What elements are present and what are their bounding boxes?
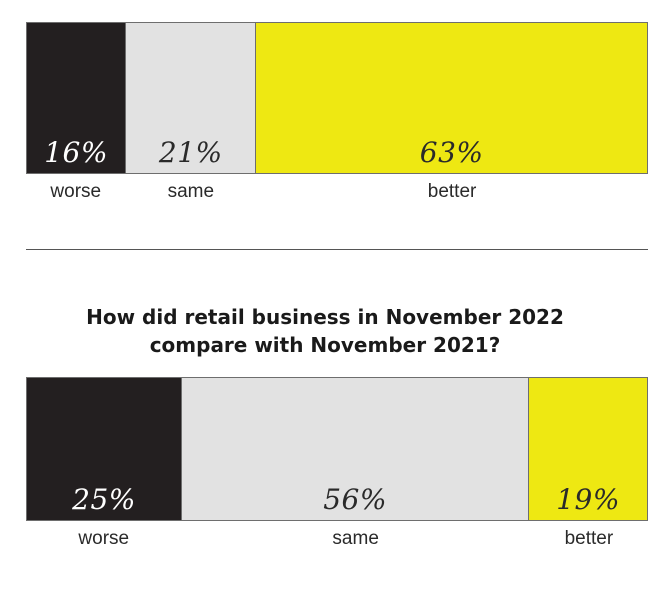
category-labels-2: worse same better	[26, 528, 648, 550]
bar-segment-worse: 25%	[27, 378, 182, 520]
stacked-bar-chart-1: 16% 21% 63%	[26, 22, 648, 174]
category-label-better: better	[564, 528, 614, 549]
category-label-same: same	[332, 528, 379, 549]
stacked-bar-chart-2: 25% 56% 19%	[26, 377, 648, 521]
category-label-worse: worse	[78, 528, 130, 549]
bar-segment-same: 21%	[126, 23, 257, 173]
value-label-better: 63%	[419, 136, 484, 169]
category-label-same: same	[167, 181, 215, 202]
category-label-worse: worse	[50, 181, 102, 202]
bar-segment-worse: 16%	[27, 23, 127, 173]
bar-segment-better: 63%	[256, 23, 647, 173]
category-label-better: better	[427, 181, 477, 202]
category-labels-1: worse same better	[26, 181, 648, 203]
chart-title: How did retail business in November 2022…	[86, 305, 564, 357]
bar-segment-better: 19%	[529, 378, 647, 520]
section-divider	[26, 249, 648, 250]
value-label-same: 21%	[158, 136, 223, 169]
value-label-worse: 16%	[44, 136, 108, 169]
value-label-better: 19%	[556, 483, 620, 516]
value-label-worse: 25%	[72, 483, 136, 516]
value-label-same: 56%	[323, 483, 387, 516]
bar-segment-same: 56%	[182, 378, 530, 520]
